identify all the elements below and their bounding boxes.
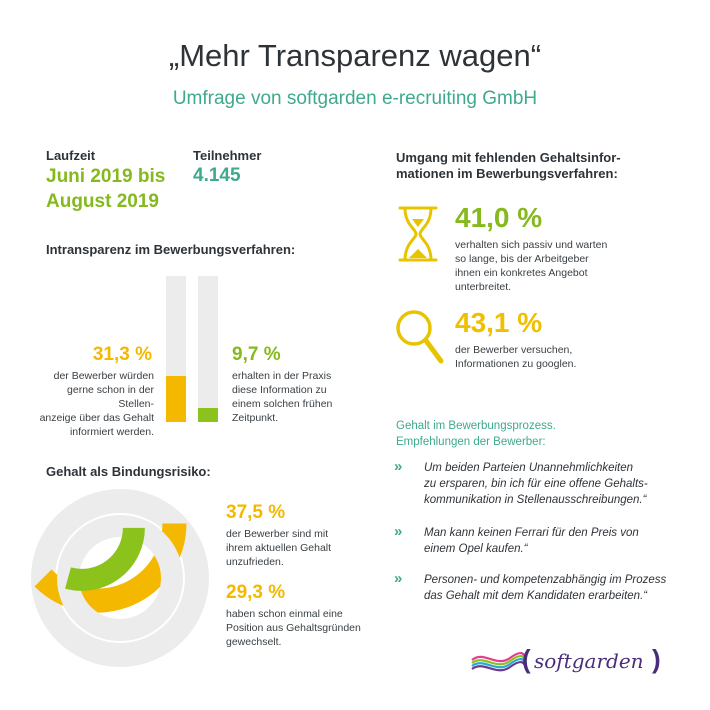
magnifier-icon — [396, 310, 444, 364]
retention-ring-chart — [31, 489, 209, 667]
bar-fill-right — [198, 407, 218, 422]
passive-percent: 41,0 % — [455, 202, 543, 233]
logo-open-paren: ( — [522, 644, 531, 674]
quote-chevron-icon-2: » — [394, 523, 403, 540]
outer-ring-track — [31, 489, 209, 667]
dissatisfied-description: der Bewerber sind mit ihrem aktuellen Ge… — [226, 528, 332, 568]
duration-label: Laufzeit — [46, 148, 96, 163]
bar-track-left — [166, 276, 186, 422]
inner-ring-arc — [65, 527, 145, 591]
intransparency-heading: Intransparenz im Bewerbungsverfahren: — [46, 242, 296, 257]
google-percent: 43,1 % — [455, 307, 543, 338]
quote-1: Um beiden Parteien Unannehmlichkeiten zu… — [424, 462, 648, 506]
passive-description: verhalten sich passiv und warten so lang… — [455, 239, 608, 293]
page-subtitle: Umfrage von softgarden e-recruiting GmbH — [172, 88, 538, 109]
right-bar-percent: 9,7 % — [232, 344, 281, 365]
quote-chevron-icon-3: » — [394, 570, 403, 587]
softgarden-swoosh-icon — [471, 651, 527, 672]
retention-heading: Gehalt als Bindungsrisiko: — [46, 464, 211, 479]
duration-line-2: August 2019 — [46, 191, 159, 212]
hourglass-icon — [398, 206, 438, 262]
logo-text: softgarden — [534, 649, 644, 673]
bar-fill-left — [166, 376, 186, 422]
quote-3: Personen- und kompetenzabhängig im Proze… — [424, 574, 667, 602]
participants-value: 4.145 — [193, 165, 241, 186]
quote-2: Man kann keinen Ferrari für den Preis vo… — [424, 527, 639, 555]
bar-track-right — [198, 276, 218, 422]
quote-chevron-icon-1: » — [394, 458, 403, 475]
google-description: der Bewerber versuchen, Informationen zu… — [455, 344, 577, 370]
switched-description: haben schon einmal eine Position aus Geh… — [226, 608, 361, 648]
logo-close-paren: ) — [652, 644, 661, 674]
page-title: „Mehr Transparenz wagen“ — [168, 38, 542, 73]
switched-percent: 29,3 % — [226, 582, 286, 603]
participants-label: Teilnehmer — [193, 148, 262, 163]
recommendations-heading: Gehalt im Bewerbungsprozess. Empfehlunge… — [396, 420, 556, 448]
left-bar-percent: 31,3 % — [92, 344, 152, 365]
left-bar-description: der Bewerber würden gerne schon in der S… — [39, 370, 154, 438]
duration-line-1: Juni 2019 bis — [46, 166, 166, 187]
missing-info-heading: Umgang mit fehlenden Gehaltsinfor- matio… — [396, 150, 621, 181]
right-bar-description: erhalten in der Praxis diese Information… — [232, 370, 333, 424]
dissatisfied-percent: 37,5 % — [226, 502, 286, 523]
